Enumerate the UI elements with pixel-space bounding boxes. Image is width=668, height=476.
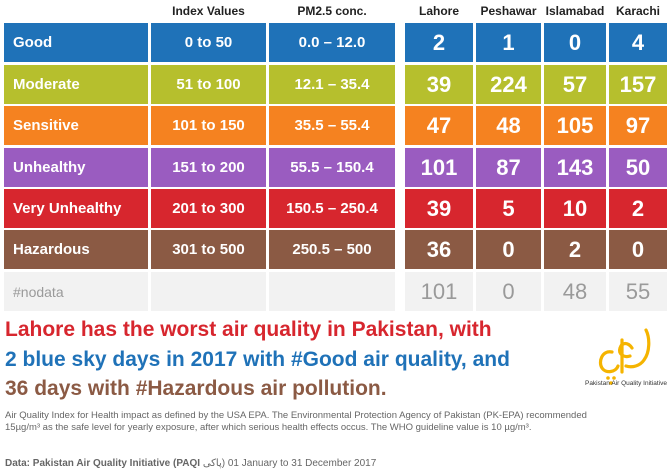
lahore-days: 101 (405, 272, 473, 311)
pm25-range: 55.5 – 150.4 (269, 148, 395, 187)
islamabad-days: 2 (544, 230, 606, 269)
islamabad-days: 0 (544, 23, 606, 62)
islamabad-days: 48 (544, 272, 606, 311)
header-lahore: Lahore (418, 4, 459, 18)
pm25-range: 35.5 – 55.4 (269, 106, 395, 145)
karachi-days: 97 (609, 106, 667, 145)
karachi-days: 157 (609, 65, 667, 104)
headline-line-2: 2 blue sky days in 2017 with #Good air q… (5, 348, 510, 371)
lahore-days: 36 (405, 230, 473, 269)
category-label: Unhealthy (4, 148, 148, 187)
footnote: Air Quality Index for Health impact as d… (5, 410, 587, 433)
lahore-days: 39 (405, 65, 473, 104)
karachi-days: 50 (609, 148, 667, 187)
header-index-values: Index Values (172, 4, 245, 18)
headline-line-3: 36 days with #Hazardous air pollution. (5, 377, 387, 400)
table-row-moderate: Moderate 51 to 100 12.1 – 35.4 39 224 57… (0, 65, 668, 104)
category-label: Moderate (4, 65, 148, 104)
data-source: Data: Pakistan Air Quality Initiative (P… (5, 458, 376, 469)
header-pm25: PM2.5 conc. (297, 4, 367, 18)
pm25-range: 150.5 – 250.4 (269, 189, 395, 228)
table-row-hazardous: Hazardous 301 to 500 250.5 – 500 36 0 2 … (0, 230, 668, 269)
category-label: Hazardous (4, 230, 148, 269)
lahore-days: 101 (405, 148, 473, 187)
islamabad-days: 57 (544, 65, 606, 104)
karachi-days: 0 (609, 230, 667, 269)
table-row-unhealthy: Unhealthy 151 to 200 55.5 – 150.4 101 87… (0, 148, 668, 187)
table-row-nodata: #nodata 101 0 48 55 (0, 272, 668, 311)
headline-line-1: Lahore has the worst air quality in Paki… (5, 318, 492, 341)
source-prefix: Data: Pakistan Air Quality Initiative (P… (5, 458, 203, 469)
islamabad-days: 143 (544, 148, 606, 187)
category-label: Very Unhealthy (4, 189, 148, 228)
index-range: 301 to 500 (151, 230, 266, 269)
karachi-days: 4 (609, 23, 667, 62)
peshawar-days: 1 (476, 23, 541, 62)
pm25-range: 250.5 – 500 (269, 230, 395, 269)
category-label: #nodata (4, 272, 148, 311)
peshawar-days: 48 (476, 106, 541, 145)
peshawar-days: 0 (476, 230, 541, 269)
category-label: Sensitive (4, 106, 148, 145)
source-suffix: ) 01 January to 31 December 2017 (221, 458, 377, 469)
pm25-range-empty (269, 272, 395, 311)
table-row-very-unhealthy: Very Unhealthy 201 to 300 150.5 – 250.4 … (0, 189, 668, 228)
index-range: 151 to 200 (151, 148, 266, 187)
index-range: 201 to 300 (151, 189, 266, 228)
paqi-logo (598, 328, 651, 385)
lahore-days: 2 (405, 23, 473, 62)
lahore-days: 47 (405, 106, 473, 145)
karachi-days: 55 (609, 272, 667, 311)
karachi-days: 2 (609, 189, 667, 228)
source-urdu: پاکی (202, 458, 222, 469)
index-range: 0 to 50 (151, 23, 266, 62)
header-peshawar: Peshawar (480, 4, 537, 18)
peshawar-days: 0 (476, 272, 541, 311)
peshawar-days: 5 (476, 189, 541, 228)
category-label: Good (4, 23, 148, 62)
islamabad-days: 10 (544, 189, 606, 228)
peshawar-days: 224 (476, 65, 541, 104)
pm25-range: 12.1 – 35.4 (269, 65, 395, 104)
index-range: 101 to 150 (151, 106, 266, 145)
table-row-sensitive: Sensitive 101 to 150 35.5 – 55.4 47 48 1… (0, 106, 668, 145)
header-islamabad: Islamabad (545, 4, 605, 18)
table-row-good: Good 0 to 50 0.0 – 12.0 2 1 0 4 (0, 23, 668, 62)
peshawar-days: 87 (476, 148, 541, 187)
index-range-empty (151, 272, 266, 311)
header-karachi: Karachi (615, 4, 661, 18)
lahore-days: 39 (405, 189, 473, 228)
index-range: 51 to 100 (151, 65, 266, 104)
islamabad-days: 105 (544, 106, 606, 145)
pm25-range: 0.0 – 12.0 (269, 23, 395, 62)
logo-caption: Pakistan Air Quality Initiative (584, 380, 667, 387)
